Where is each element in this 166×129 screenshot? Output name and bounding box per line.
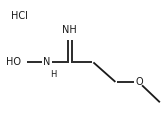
- Text: HCl: HCl: [11, 11, 27, 21]
- Text: O: O: [135, 77, 143, 87]
- Text: HO: HO: [6, 57, 21, 67]
- Text: H: H: [50, 70, 57, 79]
- Text: N: N: [43, 57, 50, 67]
- Text: NH: NH: [62, 25, 77, 35]
